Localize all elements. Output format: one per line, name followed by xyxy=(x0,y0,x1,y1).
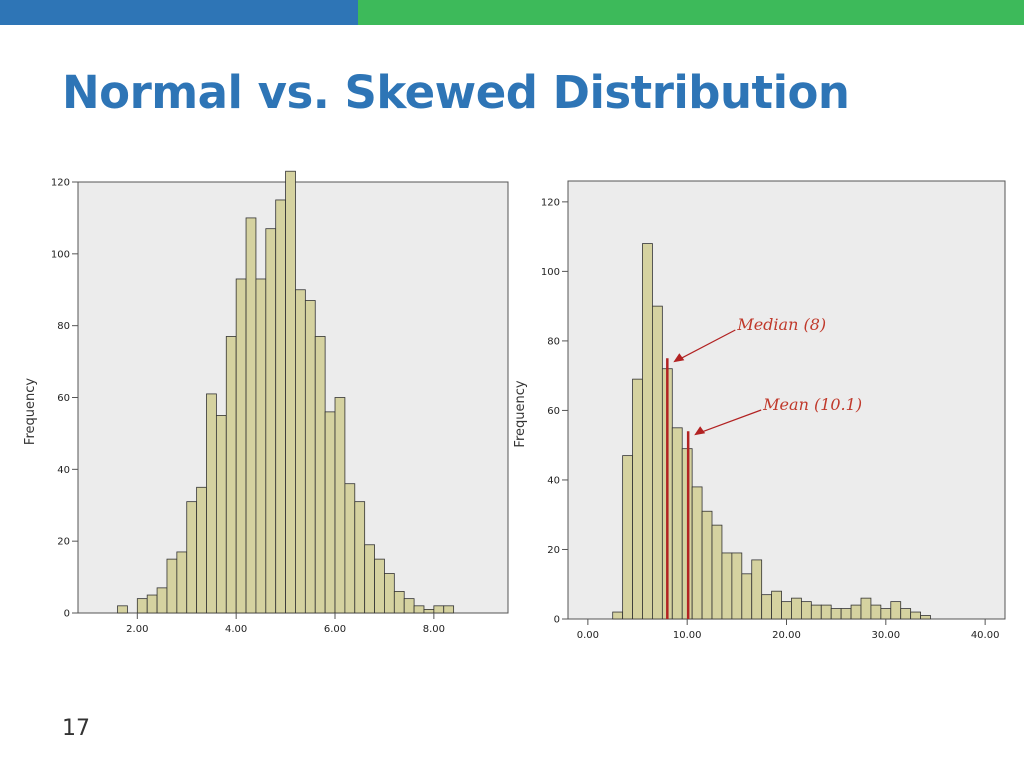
x-tick-label: 40.00 xyxy=(971,630,1000,641)
histogram-bar xyxy=(820,604,832,620)
x-tick-label: 0.00 xyxy=(577,630,599,641)
histogram-bar xyxy=(711,524,723,620)
y-tick-label: 0 xyxy=(64,609,70,620)
y-tick-label: 60 xyxy=(547,406,560,417)
page-number: 17 xyxy=(62,716,90,741)
y-tick-label: 0 xyxy=(554,615,560,626)
histogram-bar xyxy=(850,604,862,620)
histogram-bar xyxy=(791,597,802,620)
histogram-bar xyxy=(890,601,902,620)
histogram-bar xyxy=(830,608,842,620)
x-tick-label: 10.00 xyxy=(673,630,702,641)
y-tick-label: 80 xyxy=(57,321,70,332)
histogram-bar xyxy=(741,573,753,620)
histogram-bar xyxy=(443,605,455,614)
y-axis-label: Frequency xyxy=(513,380,528,447)
y-tick-label: 80 xyxy=(547,336,560,347)
histogram-bar xyxy=(731,552,743,620)
histogram-bar xyxy=(800,601,812,620)
histogram-bar xyxy=(920,615,931,620)
histogram-bar xyxy=(612,611,624,620)
histogram-bar xyxy=(840,608,852,620)
histogram-bar xyxy=(671,427,683,620)
y-tick-label: 120 xyxy=(51,178,70,189)
arrowhead-icon xyxy=(694,426,706,436)
y-tick-label: 100 xyxy=(541,267,560,278)
histogram-bar xyxy=(771,590,782,620)
x-tick-label: 20.00 xyxy=(772,630,801,641)
histogram-bar xyxy=(870,604,882,620)
histogram-bar xyxy=(622,455,633,620)
histogram-bar xyxy=(117,605,128,614)
histogram-bar xyxy=(761,594,773,620)
histogram-bar xyxy=(900,608,912,620)
slide-title: Normal vs. Skewed Distribution xyxy=(62,66,850,119)
arrowhead-icon xyxy=(673,353,685,363)
x-tick-label: 2.00 xyxy=(126,624,148,635)
histogram-bar xyxy=(652,305,663,620)
histogram-bar xyxy=(721,552,733,620)
histogram-bar xyxy=(701,510,713,620)
annotation-label: Mean (10.1) xyxy=(762,395,862,414)
histogram-bar xyxy=(642,243,653,620)
y-tick-label: 20 xyxy=(57,537,70,548)
histogram-bar xyxy=(751,559,763,620)
x-tick-label: 4.00 xyxy=(225,624,247,635)
histogram-bar xyxy=(691,486,703,620)
y-tick-label: 40 xyxy=(547,475,560,486)
histogram-bar xyxy=(810,604,822,620)
histogram-bar xyxy=(880,608,892,620)
top-accent-bar-green xyxy=(358,0,1024,25)
top-accent-bar-blue xyxy=(0,0,358,25)
x-tick-label: 8.00 xyxy=(423,624,445,635)
annotation-arrow xyxy=(677,329,736,361)
y-tick-label: 60 xyxy=(57,393,70,404)
histogram-bar xyxy=(781,601,792,620)
x-tick-label: 6.00 xyxy=(324,624,346,635)
y-tick-label: 100 xyxy=(51,249,70,260)
histogram-bar xyxy=(910,611,921,620)
annotation-label: Median (8) xyxy=(736,315,826,334)
x-tick-label: 30.00 xyxy=(871,630,900,641)
histogram-bar xyxy=(860,597,872,620)
y-axis-label: Frequency xyxy=(23,378,38,445)
annotation-arrow xyxy=(697,409,762,434)
y-tick-label: 40 xyxy=(57,465,70,476)
y-tick-label: 20 xyxy=(547,545,560,556)
histogram-bar xyxy=(632,378,643,620)
y-tick-label: 120 xyxy=(541,197,560,208)
